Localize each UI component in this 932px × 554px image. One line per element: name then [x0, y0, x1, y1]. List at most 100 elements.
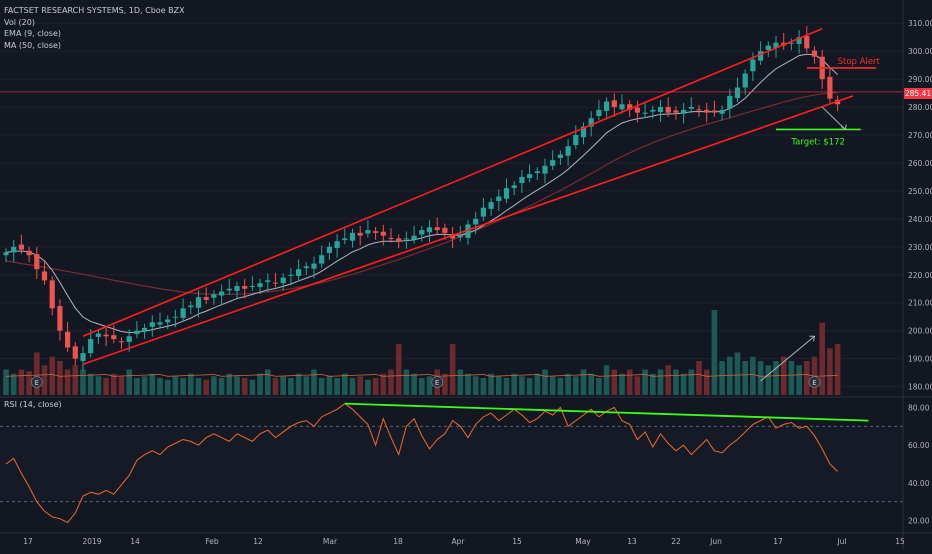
- earnings-marker-label: E: [35, 379, 39, 387]
- volume-bar: [311, 369, 317, 395]
- stop-alert-label: Stop Alert: [838, 57, 881, 67]
- volume-bar: [72, 365, 79, 395]
- price-tick-label: 260.00: [908, 159, 932, 168]
- rsi-legend: RSI (14, close): [4, 400, 62, 409]
- candle-body: [72, 346, 78, 359]
- candle-body: [519, 176, 525, 184]
- candle-body: [357, 232, 363, 236]
- volume-bar: [488, 373, 494, 395]
- candle-body: [11, 246, 17, 253]
- volume-bar: [642, 369, 648, 395]
- candle-body: [172, 316, 178, 318]
- trend-drawings: Stop Alert Target: $172 E E E: [0, 28, 903, 388]
- volume-bar: [442, 373, 448, 395]
- price-tick-label: 210.00: [908, 299, 932, 308]
- volume-bar: [249, 379, 256, 395]
- time-tick-label: May: [575, 537, 591, 546]
- candle-body: [742, 73, 748, 88]
- volume-bar: [218, 378, 225, 395]
- time-tick-label: 13: [627, 537, 637, 546]
- candle-body: [3, 252, 9, 256]
- price-tick-label: 230.00: [908, 243, 932, 252]
- candle-body: [142, 327, 148, 332]
- volume-bar: [703, 369, 710, 395]
- volume-bar: [57, 361, 63, 395]
- candle-body: [165, 319, 171, 323]
- time-tick-label: Jun: [709, 537, 722, 546]
- volume-bar: [827, 348, 833, 395]
- candle-body: [249, 285, 255, 287]
- candle-body: [642, 112, 648, 114]
- volume-bar: [80, 369, 86, 395]
- volume-bar: [596, 378, 602, 395]
- earnings-marker-label: E: [812, 379, 816, 387]
- volume-bar: [403, 369, 410, 395]
- volume-bar: [465, 373, 471, 395]
- candle-body: [319, 255, 325, 264]
- price-tick-label: 180.00: [908, 383, 932, 392]
- volume-bar: [580, 369, 587, 395]
- candle-body: [134, 330, 140, 335]
- price-tick-label: 250.00: [908, 187, 932, 196]
- candle-body: [788, 42, 794, 44]
- rsi-line: [5, 403, 838, 524]
- volume-bar: [326, 376, 333, 395]
- candle-body: [827, 76, 833, 99]
- candle-body: [111, 335, 117, 340]
- time-tick-label: 14: [130, 537, 140, 546]
- vol-legend: Vol (20): [4, 17, 35, 27]
- candle-body: [688, 107, 694, 109]
- volume-bar: [395, 344, 402, 395]
- candle-body: [542, 165, 548, 174]
- candle-body: [611, 100, 617, 108]
- volume-bar: [680, 373, 687, 395]
- candle-body: [103, 334, 109, 337]
- candle-body: [604, 101, 610, 111]
- volume-bar: [603, 365, 610, 395]
- volume-bar: [711, 310, 718, 395]
- volume-bar: [295, 373, 302, 395]
- volume-bar: [819, 322, 825, 395]
- candle-body: [496, 196, 502, 201]
- volume-bar: [141, 376, 148, 395]
- volume-bar: [573, 376, 579, 395]
- candle-body: [588, 118, 594, 127]
- candle-body: [126, 336, 132, 342]
- volume-bar: [673, 369, 679, 395]
- grid-lines: [0, 22, 903, 388]
- candle-body: [349, 232, 356, 241]
- candle-body: [473, 218, 479, 225]
- candle-body: [118, 341, 125, 343]
- candle-body: [211, 294, 217, 298]
- time-tick-label: 17: [773, 537, 783, 546]
- volume-bar: [303, 376, 310, 395]
- volume-bar: [349, 378, 356, 395]
- candle-body: [773, 42, 779, 48]
- rsi-trendline: [344, 402, 869, 422]
- ema9-line: [5, 53, 838, 334]
- candle-body: [411, 235, 417, 240]
- symbol-title: FACTSET RESEARCH SYSTEMS, 1D, Cboe BZX: [4, 6, 185, 15]
- volume-bar: [334, 378, 340, 395]
- rsi-tick-label: 20.00: [908, 517, 930, 526]
- volume-bar: [288, 378, 294, 395]
- volume-bar: [657, 369, 664, 395]
- candle-body: [65, 331, 71, 348]
- candle-body: [403, 238, 409, 240]
- volume-bar: [511, 373, 517, 395]
- volume-bar: [588, 373, 594, 395]
- candle-body: [373, 231, 379, 233]
- volume-bar: [634, 376, 641, 395]
- channel-lower-line: [82, 95, 854, 366]
- candle-body: [188, 305, 194, 308]
- volume-bar: [188, 373, 194, 395]
- volume-bar: [542, 369, 548, 395]
- candle-body: [280, 277, 286, 284]
- projection-arrow: [821, 106, 846, 130]
- volume-arrowhead: [809, 335, 816, 342]
- volume-bar: [419, 378, 425, 395]
- time-tick-label: 15: [895, 537, 905, 546]
- candle-body: [573, 135, 579, 146]
